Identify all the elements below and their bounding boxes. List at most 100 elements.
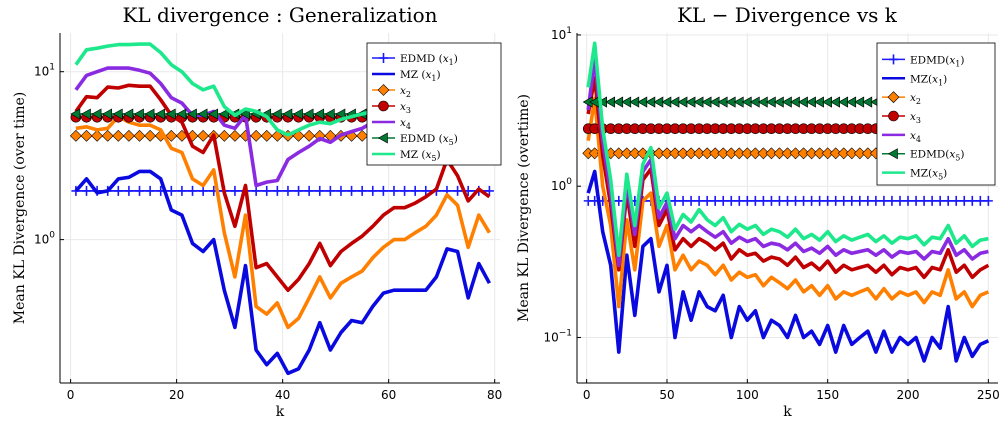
data-point (783, 195, 792, 206)
legend-label: x2 (910, 92, 921, 106)
data-point (368, 185, 378, 196)
series-line (586, 41, 989, 257)
legend-marker (887, 148, 898, 160)
legend-entry: EDMD (x5) (372, 132, 458, 147)
data-point (229, 129, 241, 142)
data-point (198, 185, 208, 196)
data-point (614, 195, 624, 206)
legend-entry: EDMD(x1) (882, 54, 964, 68)
data-point (133, 129, 146, 142)
legend-label: EDMD(x1) (910, 54, 964, 68)
data-point (766, 195, 776, 206)
legend-box (366, 42, 502, 166)
data-point (686, 195, 696, 206)
data-point (967, 195, 977, 206)
data-point (239, 108, 250, 120)
data-point (943, 195, 953, 206)
data-point (725, 147, 738, 160)
series-mz-x1- (74, 169, 491, 376)
data-point (983, 195, 993, 206)
legend-entry: x2 (372, 84, 411, 99)
data-point (951, 195, 961, 206)
data-point (718, 195, 728, 206)
legend-label: EDMD (x5) (400, 133, 458, 147)
data-point (758, 195, 768, 206)
data-point (701, 147, 714, 160)
data-point (324, 108, 335, 120)
data-point (823, 195, 833, 206)
data-point (807, 195, 817, 206)
data-point (102, 108, 113, 120)
data-point (112, 129, 125, 142)
data-point (122, 129, 135, 142)
x-tick-label: 20 (169, 388, 184, 402)
data-point (653, 147, 665, 160)
data-point (453, 185, 463, 196)
data-point (935, 195, 945, 206)
legend-entry: EDMD(x5) (882, 148, 964, 163)
data-point (742, 195, 752, 206)
legend-label: x3 (400, 101, 411, 115)
chart-title: KL divergence : Generalization (122, 3, 437, 27)
data-point (186, 108, 197, 120)
data-point (272, 185, 282, 196)
x-tick-label: 80 (487, 388, 502, 402)
legend: EDMD(x1) MZ(x1) x2 x3 x4 EDMD(x5) MZ(x5) (876, 42, 996, 186)
data-point (757, 147, 770, 160)
data-point (847, 195, 857, 206)
legend-label: MZ(x1) (910, 73, 947, 87)
chart-panel-2: 0 50 100 150 200 250 10−1 100 101 KL − Divergence… (516, 3, 1000, 420)
legend-entry: MZ(x5) (882, 168, 947, 182)
legend-marker (377, 132, 388, 144)
legend-marker (887, 91, 900, 104)
data-point (628, 147, 641, 160)
data-point (853, 147, 866, 160)
data-point (303, 108, 314, 120)
series-line (74, 169, 491, 376)
data-point (669, 147, 681, 160)
data-point (791, 195, 801, 206)
x-axis-label: k (276, 404, 285, 420)
data-point (734, 195, 744, 206)
legend-label: EDMD (x1) (400, 53, 458, 67)
x-tick-label: 200 (897, 388, 920, 402)
series-line (75, 114, 491, 330)
data-point (304, 185, 314, 196)
data-point (82, 185, 92, 196)
data-point (144, 129, 157, 142)
data-point (733, 147, 746, 160)
data-point (861, 147, 874, 160)
data-point (919, 195, 929, 206)
data-point (774, 195, 784, 206)
data-point (837, 147, 850, 160)
data-point (155, 108, 166, 120)
data-point (347, 185, 357, 196)
data-point (294, 185, 304, 196)
data-point (91, 108, 102, 120)
data-point (975, 195, 985, 206)
series-x2-mz- (586, 96, 990, 309)
data-point (250, 129, 263, 142)
data-point (710, 195, 720, 206)
legend-entry: x4 (372, 117, 411, 131)
data-point (282, 108, 293, 120)
x-tick-label: 0 (583, 388, 591, 402)
data-point (661, 147, 673, 160)
series-line (74, 83, 491, 293)
legend-entry: x3 (882, 110, 921, 125)
data-point (620, 147, 633, 160)
data-point (356, 129, 369, 142)
data-point (197, 129, 210, 142)
data-point (612, 147, 625, 160)
x-tick-label: 0 (67, 388, 75, 402)
data-point (421, 185, 431, 196)
data-point (283, 185, 293, 196)
data-point (839, 195, 849, 206)
x-tick-label: 150 (816, 388, 839, 402)
data-point (112, 108, 123, 120)
data-point (336, 185, 346, 196)
data-point (749, 147, 762, 160)
data-point (693, 147, 706, 160)
data-point (670, 195, 680, 206)
data-point (750, 195, 760, 206)
